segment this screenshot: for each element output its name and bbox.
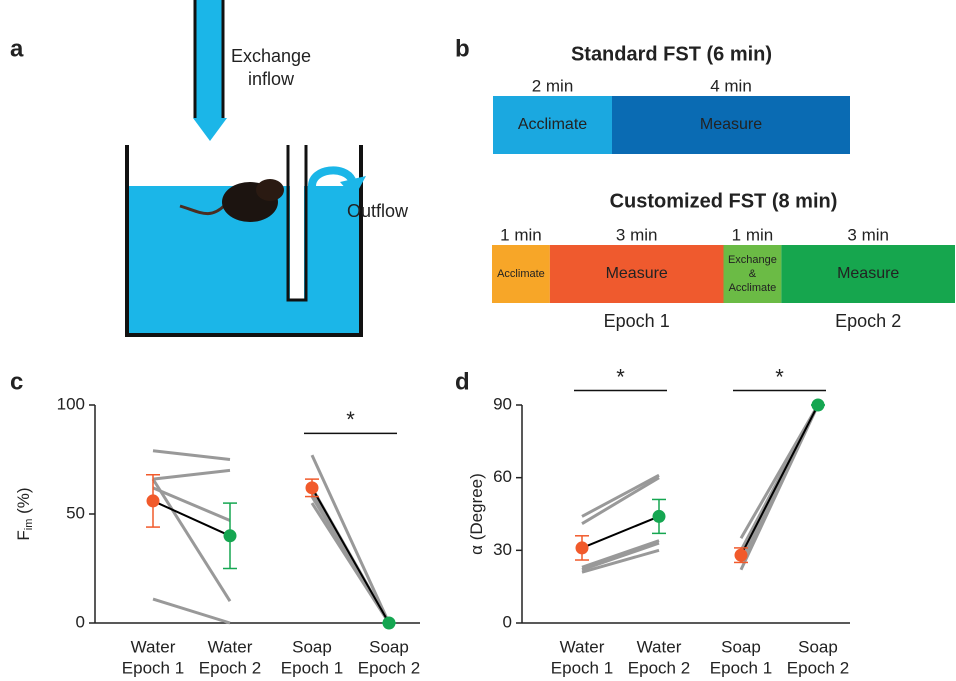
subject-line — [581, 548, 660, 574]
x-tick-label: Soap — [292, 637, 332, 656]
x-tick-label: Water — [560, 637, 605, 656]
inflow-arrow — [193, 118, 227, 141]
inflow-label: inflow — [248, 69, 295, 89]
segment — [781, 245, 955, 303]
x-tick-label: Soap — [721, 637, 761, 656]
subject-line — [152, 449, 231, 461]
subject-line — [151, 478, 232, 603]
duration-label: 3 min — [847, 225, 889, 244]
epoch-label: Epoch 2 — [835, 311, 901, 331]
mean-point — [382, 616, 396, 630]
y-axis-label: Fim (%) — [14, 487, 34, 540]
duration-label: 1 min — [732, 225, 774, 244]
mean-point — [652, 509, 666, 523]
mean-line — [311, 487, 390, 624]
panel-letter: d — [455, 368, 470, 395]
inflow-tube — [196, 0, 222, 118]
mean-point — [734, 548, 748, 562]
y-tick-label: 90 — [493, 394, 512, 413]
panel-letter: c — [10, 368, 23, 395]
segment-label: Acclimate — [518, 116, 587, 133]
y-axis-label-main: α (Degree) — [467, 473, 486, 555]
duration-label: 4 min — [710, 76, 752, 95]
y-axis-label: α (Degree) — [467, 473, 486, 555]
subject-line — [581, 539, 660, 569]
duration-label: 1 min — [500, 225, 542, 244]
mean-line — [581, 515, 660, 549]
significance-label: * — [346, 407, 355, 432]
inflow-label: Exchange — [231, 46, 311, 66]
subject-line — [152, 486, 231, 522]
duration-label: 3 min — [616, 225, 658, 244]
x-tick-label: Epoch 1 — [281, 658, 343, 677]
subject-line — [581, 473, 660, 518]
x-tick-label: Epoch 2 — [358, 658, 420, 677]
subject-line — [581, 541, 660, 572]
segment-label: Acclimate — [729, 282, 777, 294]
timeline-title: Standard FST (6 min) — [571, 43, 772, 65]
y-axis-label-suffix: (%) — [14, 487, 33, 518]
segment — [723, 245, 782, 303]
beaker — [125, 145, 363, 337]
segment-label: & — [749, 268, 757, 280]
x-tick-label: Epoch 2 — [199, 658, 261, 677]
epoch-label: Epoch 1 — [604, 311, 670, 331]
x-tick-label: Epoch 1 — [122, 658, 184, 677]
diagram-a: Exchange inflow Outflow — [125, 0, 409, 337]
y-axis-label-sub: im — [23, 519, 35, 531]
outflow-tube-inner — [290, 186, 304, 299]
segment-label: Acclimate — [497, 268, 545, 280]
segment-label: Measure — [700, 116, 762, 133]
segment — [612, 96, 850, 154]
x-tick-label: Water — [208, 637, 253, 656]
segment-label: Measure — [837, 265, 899, 282]
segment-label: Exchange — [728, 254, 777, 266]
y-tick-label: 50 — [66, 503, 85, 522]
x-tick-label: Soap — [369, 637, 409, 656]
x-tick-label: Epoch 2 — [628, 658, 690, 677]
duration-label: 2 min — [532, 76, 574, 95]
x-tick-label: Soap — [798, 637, 838, 656]
x-tick-label: Epoch 1 — [710, 658, 772, 677]
x-tick-label: Water — [637, 637, 682, 656]
outflow-label: Outflow — [347, 201, 409, 221]
segment — [493, 96, 612, 154]
x-tick-label: Epoch 2 — [787, 658, 849, 677]
significance-label: * — [775, 364, 784, 389]
segment-label: Measure — [606, 265, 668, 282]
outflow-arrowhead — [340, 176, 366, 198]
mean-point — [146, 494, 160, 508]
significance-label: * — [616, 364, 625, 389]
mean-point — [811, 398, 825, 412]
y-tick-label: 0 — [76, 612, 85, 631]
y-axis-label-main: F — [14, 530, 33, 540]
mean-line — [152, 500, 231, 537]
mouse-tail — [179, 203, 227, 215]
outflow-tube — [286, 145, 308, 302]
outflow-arrow — [308, 166, 356, 187]
mean-point — [305, 481, 319, 495]
mouse-head — [256, 179, 284, 201]
segment — [549, 245, 724, 303]
y-tick-label: 0 — [503, 612, 512, 631]
mean-line — [740, 404, 819, 556]
subject-line — [581, 476, 660, 525]
y-tick-label: 30 — [493, 540, 512, 559]
panel-letter: a — [10, 35, 24, 62]
panel-letter: b — [455, 35, 470, 62]
segment — [492, 245, 550, 303]
mean-point — [223, 529, 237, 543]
x-tick-label: Water — [131, 637, 176, 656]
y-tick-label: 100 — [57, 394, 85, 413]
timeline-title: Customized FST (8 min) — [610, 190, 838, 212]
subject-line — [152, 597, 231, 625]
subject-line — [152, 468, 231, 481]
subject-line — [310, 454, 391, 624]
x-tick-label: Epoch 1 — [551, 658, 613, 677]
y-tick-label: 60 — [493, 467, 512, 486]
mean-point — [575, 541, 589, 555]
